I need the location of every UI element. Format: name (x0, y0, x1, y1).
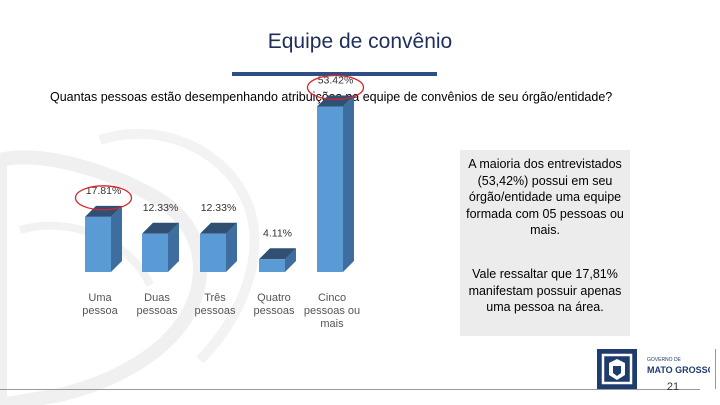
data-label-4: 4.11% (263, 227, 292, 239)
footer-rule (0, 389, 700, 390)
category-label-4-line-1: Quatro (257, 292, 291, 304)
bar-top-4 (259, 248, 296, 260)
category-label-5-line-2: pessoas ou (304, 305, 360, 317)
bar-3 (200, 233, 226, 272)
note-majority: A maioria dos entrevistados (53,42%) pos… (466, 157, 624, 237)
note-single-person: Vale ressaltar que 17,81% manifestam pos… (468, 267, 622, 314)
category-label-1-line-1: Uma (88, 292, 112, 304)
logo-small-text: GOVERNO DE (647, 357, 682, 363)
category-label-5-line-3: mais (320, 318, 344, 330)
bar-top-3 (200, 222, 237, 234)
bar-side-3 (226, 222, 237, 272)
bar-side-2 (168, 222, 179, 272)
data-label-1: 17.81% (86, 185, 122, 197)
bar-1 (85, 216, 111, 272)
page-title: Equipe de convênio (267, 30, 453, 53)
bar-side-5 (343, 95, 354, 272)
logo-main-text: MATO GROSSO (647, 365, 710, 375)
bar-side-1 (111, 205, 122, 272)
bar-top-2 (142, 222, 179, 234)
page-number: 21 (666, 381, 680, 393)
bar-5 (317, 106, 343, 272)
notes-panel: A maioria dos entrevistados (53,42%) pos… (460, 150, 630, 336)
highlight-ring-1 (74, 185, 133, 211)
category-label-2-line-1: Duas (144, 292, 170, 304)
category-label-1-line-2: pessoa (82, 305, 118, 317)
category-label-3-line-2: pessoas (195, 305, 236, 317)
bar-2 (142, 233, 168, 272)
bar-4 (259, 259, 285, 272)
data-label-2: 12.33% (143, 202, 179, 214)
category-label-5-line-1: Cinco (318, 292, 346, 304)
highlight-ring-5 (306, 74, 365, 101)
category-label-3-line-1: Três (204, 292, 226, 304)
category-label-2-line-2: pessoas (137, 305, 178, 317)
title-underline (232, 72, 437, 76)
data-label-5: 53.42% (318, 74, 354, 86)
government-logo: GOVERNO DE MATO GROSSO (597, 349, 710, 389)
bar-side-4 (285, 248, 296, 272)
category-label-4-line-2: pessoas (254, 305, 295, 317)
data-label-3: 12.33% (201, 202, 237, 214)
footer-vertical-rule (715, 349, 716, 389)
